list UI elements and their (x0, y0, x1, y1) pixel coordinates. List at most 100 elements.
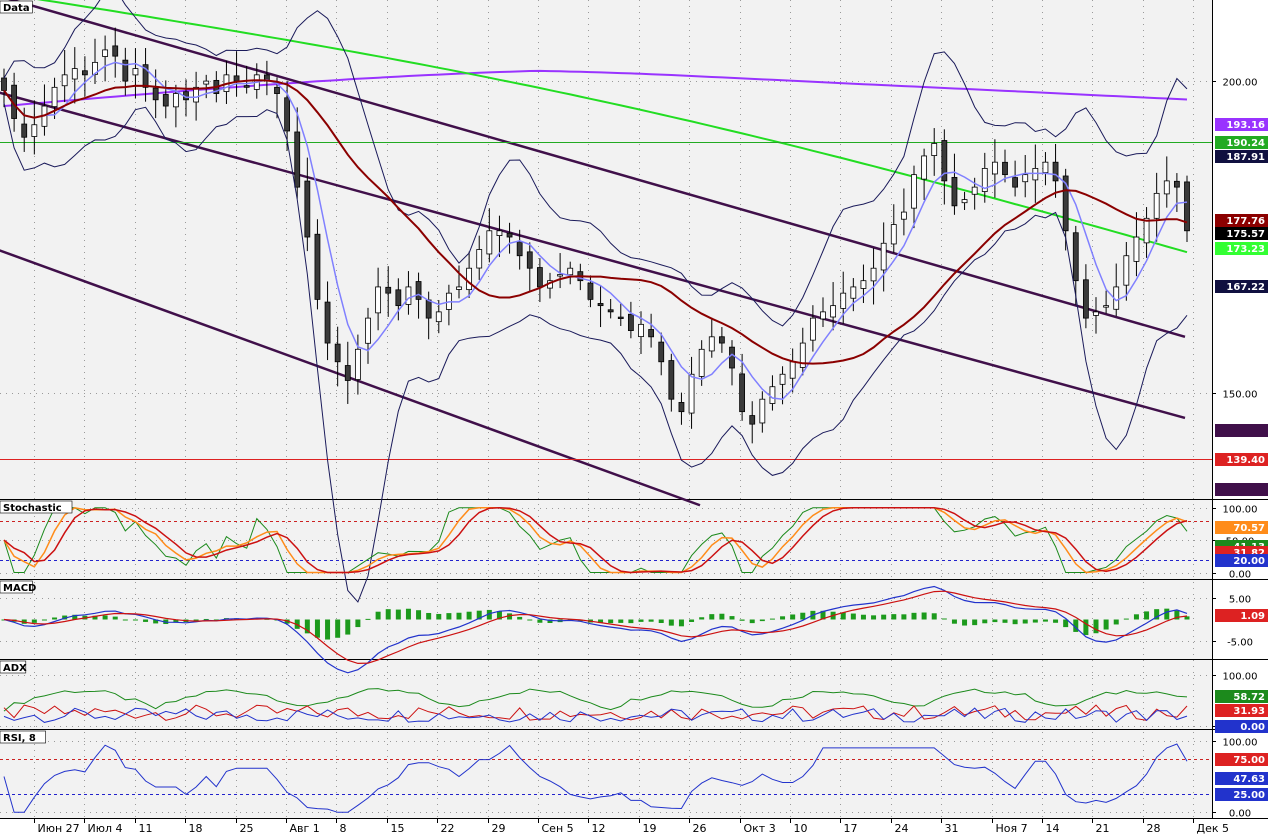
ma-long-line (3, 69, 1188, 107)
candle-body (638, 323, 644, 338)
stochastic-d-line (3, 507, 1188, 574)
candle-body (102, 49, 109, 57)
y-tick-label: 100.00 (1223, 738, 1258, 749)
macd-histogram-bar (749, 619, 755, 624)
candle-body (557, 274, 564, 277)
axis-value-text: 31.82 (1233, 548, 1265, 559)
axis-value-text: 187.91 (1226, 152, 1265, 163)
macd-histogram-bar (314, 619, 320, 638)
macd-histogram-bar (476, 610, 482, 620)
candle-body (274, 86, 280, 94)
x-tick-label: Июн 27 (38, 822, 80, 834)
candle-body (172, 93, 179, 108)
candle-body (193, 86, 200, 103)
candle-body (617, 316, 624, 319)
macd-histogram-bar (972, 619, 978, 626)
candle-body (344, 365, 351, 381)
macd-histogram-bar (769, 618, 775, 620)
axis-value-tag (1215, 242, 1268, 255)
macd-histogram-bar (962, 619, 968, 626)
macd-histogram-bar (375, 611, 381, 620)
macd-histogram-bar (365, 618, 371, 620)
macd-histogram-bar (1184, 616, 1190, 620)
macd-histogram-bar (355, 619, 361, 628)
candle-body (951, 176, 958, 207)
candle-body (708, 336, 715, 352)
candle-body (142, 64, 149, 88)
macd-histogram-bar (1002, 619, 1008, 623)
candle-body (435, 311, 442, 323)
candle-body (284, 97, 291, 132)
candle-body (698, 348, 705, 377)
macd-histogram-bar (537, 619, 543, 623)
macd-histogram-bar (284, 619, 290, 624)
macd-histogram-bar (871, 615, 877, 620)
macd-histogram-bar (638, 619, 644, 622)
axis-value-text: 139.40 (1226, 455, 1265, 466)
macd-histogram-bar (153, 619, 159, 624)
candle-body (739, 373, 746, 413)
macd-histogram-bar (102, 615, 108, 620)
macd-histogram-bar (496, 611, 502, 620)
macd-histogram-bar (143, 619, 149, 622)
axis-value-tag (1215, 720, 1268, 733)
macd-histogram-bar (426, 612, 432, 620)
macd-histogram-bar (860, 614, 866, 620)
candle-body (759, 398, 766, 424)
candle-body (971, 186, 978, 195)
candle-body (304, 180, 311, 238)
macd-histogram-bar (1032, 619, 1038, 623)
y-tick-label: 5.00 (1229, 595, 1251, 606)
candle-body (729, 346, 735, 369)
macd-histogram-bar (840, 612, 846, 620)
candle-body (51, 86, 58, 108)
candle-body (152, 87, 159, 101)
candle-body (243, 85, 250, 88)
candle-body (1082, 279, 1089, 319)
x-axis-bg (0, 819, 1268, 834)
macd-histogram-bar (881, 614, 887, 620)
candle-body (1103, 305, 1110, 308)
macd-histogram-bar (850, 613, 856, 620)
macd-histogram-bar (173, 619, 179, 623)
candle-body (233, 75, 240, 82)
macd-histogram-bar (405, 608, 411, 620)
candle-body (1143, 217, 1150, 244)
macd-histogram-bar (1022, 619, 1028, 624)
candle-body (1093, 311, 1099, 316)
candle-body (718, 336, 725, 344)
candle-body (496, 230, 503, 236)
trend-channel-line (8, 0, 1186, 339)
macd-histogram-bar (395, 609, 401, 620)
candle-body (516, 241, 523, 257)
y-tick-label: 0.00 (1229, 809, 1251, 820)
bollinger-upper-line (3, 0, 1188, 327)
macd-histogram-bar (608, 619, 614, 624)
macd-histogram-bar (41, 619, 47, 621)
axis-value-tag (1215, 788, 1268, 801)
candle-body (1153, 192, 1160, 219)
candle-body (850, 286, 857, 299)
candle-body (506, 232, 513, 238)
y-tick-label: 150.00 (1223, 390, 1258, 401)
axis-value-tag (1215, 690, 1268, 703)
macd-histogram-bar (921, 612, 927, 620)
axis-value-text: 177.76 (1226, 216, 1265, 227)
panel-plot-bg (0, 500, 1212, 579)
axis-value-tag (1215, 150, 1268, 163)
macd-histogram-bar (203, 618, 209, 620)
panel-title-box (0, 0, 33, 14)
x-tick-label: 18 (189, 822, 203, 834)
x-tick-label: Окт 3 (744, 822, 776, 834)
macd-histogram-bar (345, 619, 351, 635)
macd-histogram-bar (719, 613, 725, 620)
panel-plot-bg (0, 0, 1212, 499)
macd-histogram-bar (780, 616, 786, 620)
candle-body (324, 301, 331, 344)
axis-value-text: 190.24 (1226, 138, 1265, 149)
candle-body (294, 131, 301, 188)
axis-value-text: 1.09 (1240, 611, 1265, 622)
macd-histogram-bar (668, 619, 674, 626)
x-tick-label: Июл 4 (88, 822, 123, 834)
